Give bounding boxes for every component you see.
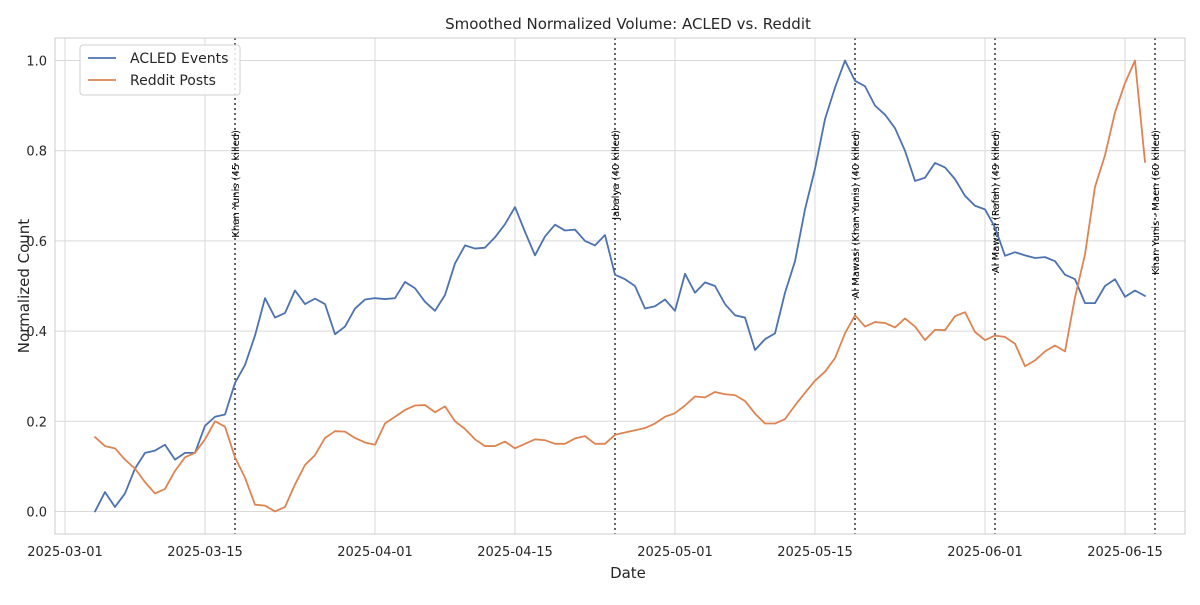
series-line-reddit xyxy=(94,59,1146,513)
x-tick-label: 2025-05-15 xyxy=(777,545,853,560)
x-tick-label: 2025-04-15 xyxy=(477,545,553,560)
chart-title: Smoothed Normalized Volume: ACLED vs. Re… xyxy=(445,15,811,33)
y-axis-label: Normalized Count xyxy=(15,219,33,353)
x-tick-label: 2025-03-15 xyxy=(167,545,243,560)
x-axis-label: Date xyxy=(610,564,646,582)
y-tick-label: 0.2 xyxy=(26,415,47,430)
series-lines xyxy=(94,59,1146,513)
y-tick-label: 1.0 xyxy=(26,55,47,70)
y-tick-labels: 0.0 0.2 0.4 0.6 0.8 1.0 xyxy=(26,55,47,521)
event-label: Al Mawasi (Rafah) (49 killed) xyxy=(991,130,1002,273)
legend: ACLED Events Reddit Posts xyxy=(79,44,241,96)
y-tick-label: 0.6 xyxy=(26,235,47,250)
x-tick-label: 2025-06-01 xyxy=(947,545,1023,560)
event-label: Al Mawasi (Khan Yunis) (40 killed) xyxy=(851,130,862,299)
legend-label-acled: ACLED Events xyxy=(130,51,228,67)
x-tick-label: 2025-03-01 xyxy=(27,545,103,560)
event-label: Jabalya (40 killed) xyxy=(611,130,622,221)
x-tick-label: 2025-05-01 xyxy=(637,545,713,560)
series-line-acled xyxy=(94,59,1146,513)
event-label: Khan Yunis - Maen (60 killed) xyxy=(1151,130,1162,275)
plot-frame xyxy=(54,37,1186,535)
event-label: Khan Yunis (45 killed) xyxy=(231,130,242,238)
x-tick-label: 2025-06-15 xyxy=(1087,545,1163,560)
legend-label-reddit: Reddit Posts xyxy=(130,73,216,89)
legend-box xyxy=(79,44,241,96)
grid xyxy=(55,38,1185,534)
y-tick-label: 0.8 xyxy=(26,145,47,160)
y-tick-label: 0.0 xyxy=(26,505,47,520)
event-markers: Khan Yunis (45 killed) Jabalya (40 killed… xyxy=(231,38,1162,534)
x-tick-labels: 2025-03-01 2025-03-15 2025-04-01 2025-04-15… xyxy=(27,545,1163,560)
y-tick-label: 0.4 xyxy=(26,325,47,340)
x-tick-label: 2025-04-01 xyxy=(337,545,413,560)
